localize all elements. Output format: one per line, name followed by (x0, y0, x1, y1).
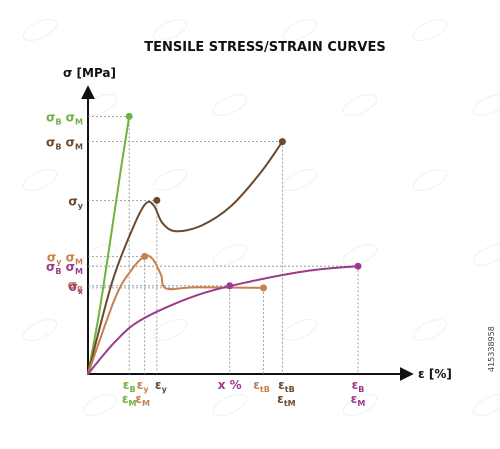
watermark-mark (342, 393, 378, 417)
y-symbol-dark-brown-yield: σy​ (68, 194, 83, 210)
series-line-dark-brown (87, 140, 284, 375)
series-line-green (87, 115, 131, 375)
y-axis-label: σ [MPa] (63, 66, 116, 80)
end-point-light-brown (260, 284, 267, 292)
x-axis-symbols: εB​εM​εy​εM​εy​x %εtB​εtB​εtM​εB​εM​ (122, 378, 366, 408)
end-point-green (125, 112, 133, 120)
watermark-mark (82, 93, 118, 117)
watermark-mark (412, 18, 448, 42)
watermark-mark (342, 93, 378, 117)
curves (87, 115, 359, 375)
watermark-mark (22, 168, 58, 192)
y-symbol-green: σB​ σM​ (46, 110, 83, 126)
x-symbol-dark-brown-end: εtM​ (277, 392, 296, 408)
x-symbol-purple-end: εM​ (351, 392, 366, 408)
x-symbol-green: εM​ (122, 392, 137, 408)
watermark-mark (212, 243, 248, 267)
series-line-light-brown (87, 254, 265, 375)
y-axis-symbols: σB​ σM​ σB​ σM​ σy​ σy​ σM​ σB​ σB​ σM​ σx​ (46, 110, 84, 295)
end-point-dark-brown (278, 138, 286, 146)
marker-point-light-brown (141, 252, 149, 260)
y-symbol-purple-x: σx​ (68, 280, 83, 296)
x-symbol-purple-x: x % (218, 378, 242, 392)
watermark-mark (412, 318, 448, 342)
watermark-mark (472, 393, 500, 417)
y-symbol-light-brown-end: σB​ (68, 278, 83, 294)
x-symbol-dark-brown-yield: εy​ (155, 378, 168, 394)
x-symbol-dark-brown-end: εtB​ (278, 378, 295, 394)
watermark (22, 18, 500, 417)
watermark-mark (282, 168, 318, 192)
marker-point-dark-brown (153, 196, 161, 204)
watermark-mark (472, 93, 500, 117)
x-symbol-light-brown-yield: εM​ (135, 392, 150, 408)
watermark-mark (212, 393, 248, 417)
watermark-mark (152, 168, 188, 192)
watermark-mark (22, 318, 58, 342)
y-symbol-light-brown-yield: σy​ σM​ (47, 250, 83, 266)
y-symbol-purple-end: σB​ σM​ (46, 260, 83, 276)
end-point-purple (354, 262, 362, 270)
marker-point-purple (226, 282, 234, 290)
x-symbol-light-brown-end: εtB​ (253, 378, 270, 394)
x-symbol-light-brown-yield: εy​ (137, 378, 150, 394)
guide-lines (88, 116, 359, 374)
watermark-mark (282, 18, 318, 42)
watermark-mark (412, 168, 448, 192)
watermark-mark (152, 18, 188, 42)
markers (125, 112, 362, 292)
chart-title: TENSILE STRESS/STRAIN CURVES (144, 40, 385, 55)
x-symbol-green: εB​ (123, 378, 136, 394)
watermark-mark (472, 243, 500, 267)
watermark-id: 415338958 (487, 326, 496, 372)
series-line-purple (87, 265, 359, 375)
watermark-mark (282, 318, 318, 342)
watermark-mark (342, 243, 378, 267)
watermark-mark (212, 93, 248, 117)
x-axis-label: ε [%] (418, 367, 452, 381)
y-symbol-dark-brown-end: σB​ σM​ (46, 136, 83, 152)
watermark-mark (82, 243, 118, 267)
x-symbol-purple-end: εB​ (352, 378, 365, 394)
watermark-mark (152, 318, 188, 342)
watermark-mark (22, 18, 58, 42)
watermark-mark (82, 393, 118, 417)
